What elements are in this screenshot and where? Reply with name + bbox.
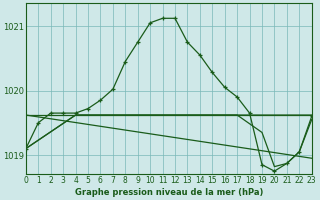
X-axis label: Graphe pression niveau de la mer (hPa): Graphe pression niveau de la mer (hPa) [75, 188, 263, 197]
